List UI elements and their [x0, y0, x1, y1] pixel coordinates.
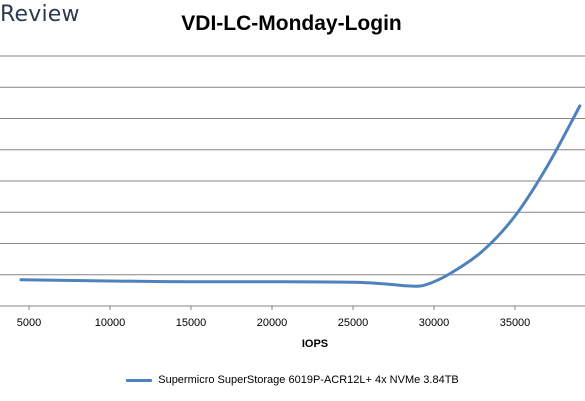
brand-logo-text: Review	[0, 2, 80, 27]
legend-label: Supermicro SuperStorage 6019P-ACR12L+ 4x…	[158, 374, 459, 386]
x-tick-label: 30000	[419, 317, 450, 329]
chart-title: VDI-LC-Monday-Login	[0, 12, 585, 36]
x-tick-label: 5000	[17, 317, 41, 329]
x-tick-labels: 5000 10000 15000 20000 25000 30000 35000	[17, 306, 531, 329]
legend-swatch	[126, 378, 153, 382]
x-tick-label: 25000	[338, 317, 369, 329]
legend: Supermicro SuperStorage 6019P-ACR12L+ 4x…	[0, 374, 585, 386]
x-tick-label: 15000	[176, 317, 207, 329]
series-lines	[19, 104, 582, 288]
x-tick-label: 35000	[500, 317, 531, 329]
series-line	[19, 104, 582, 288]
gridlines	[0, 55, 585, 276]
x-tick-label: 10000	[95, 317, 126, 329]
x-axis-label: IOPS	[301, 338, 329, 350]
chart-title-text: VDI-LC-Monday-Login	[181, 12, 402, 35]
x-tick-label: 20000	[257, 317, 288, 329]
